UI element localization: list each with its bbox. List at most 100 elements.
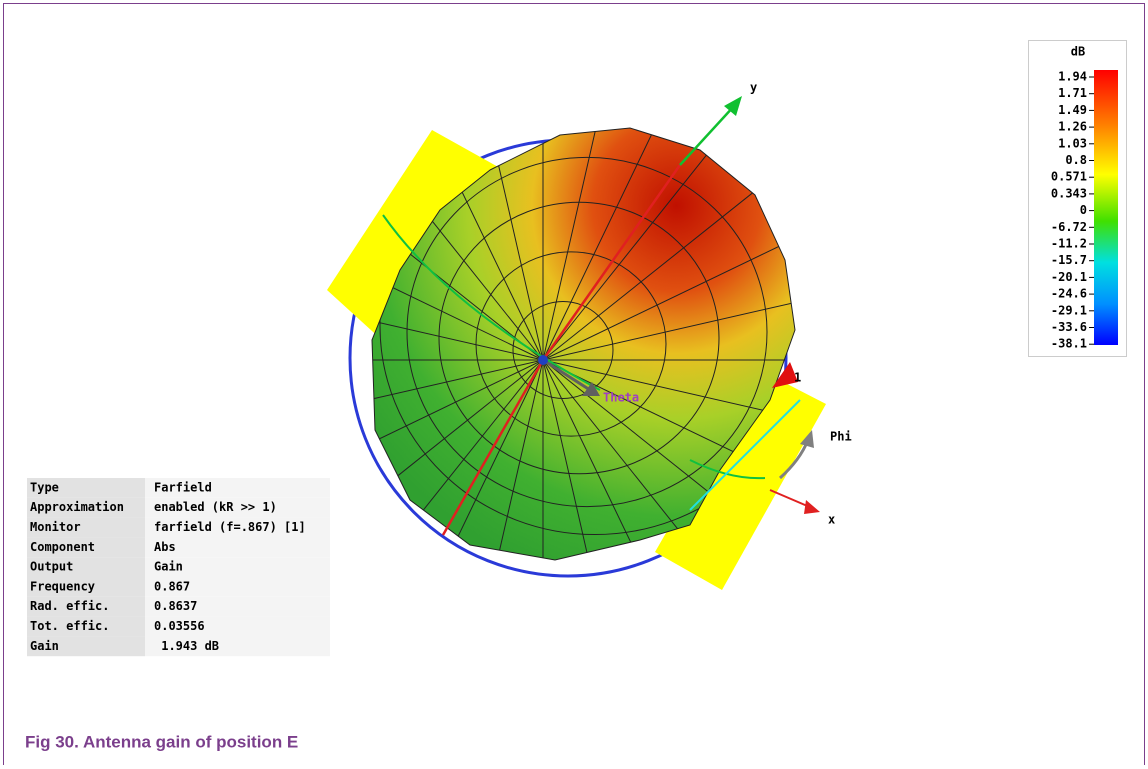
origin bbox=[538, 355, 548, 365]
label-cell bbox=[27, 517, 145, 538]
mesh-ring bbox=[406, 156, 768, 508]
value-cell bbox=[145, 517, 330, 538]
mesh-line bbox=[372, 270, 544, 361]
marker-label: 1 bbox=[794, 371, 801, 385]
mesh-line bbox=[542, 128, 793, 361]
mesh-line bbox=[542, 128, 633, 361]
colorbar-tick-label: -11.2 bbox=[1051, 237, 1087, 251]
label: Frequency bbox=[30, 579, 95, 593]
label: Tot. effic. bbox=[30, 619, 109, 633]
colorbar-tick-label: 0.571 bbox=[1051, 170, 1087, 184]
y-axis bbox=[679, 104, 736, 166]
value-cell bbox=[145, 557, 330, 577]
mesh-ring bbox=[379, 128, 795, 536]
arrow bbox=[582, 382, 600, 396]
label: Type bbox=[30, 480, 59, 494]
colorbar-tick-label: -24.6 bbox=[1051, 287, 1087, 301]
colorbar-tick-label: 1.03 bbox=[1058, 136, 1087, 150]
colorbar-title: dB bbox=[1071, 45, 1085, 59]
colorbar-tick-label: -29.1 bbox=[1051, 303, 1087, 317]
phi-line bbox=[689, 399, 801, 511]
value-cell bbox=[145, 596, 330, 617]
colorbar bbox=[1094, 70, 1118, 345]
axis-line bbox=[541, 164, 682, 361]
value-cell bbox=[145, 478, 330, 498]
label-cell bbox=[27, 636, 145, 657]
label-cell bbox=[27, 537, 145, 558]
theta-arrow bbox=[542, 358, 591, 392]
colorbar-ticks: 1.94 1.71 1.49 1.26 1.03 0.8 0.571 0.343 0 -6.72 -… bbox=[1051, 70, 1094, 351]
label: Approximation bbox=[30, 500, 124, 514]
label-cell bbox=[27, 557, 145, 577]
value: 1.943 dB bbox=[154, 639, 219, 653]
axis-line bbox=[441, 359, 545, 536]
mesh-ring bbox=[512, 301, 614, 399]
label-cell bbox=[27, 616, 145, 637]
arrow bbox=[804, 500, 820, 514]
value: Gain bbox=[154, 560, 183, 574]
x-axis bbox=[769, 489, 813, 509]
mesh-line bbox=[542, 128, 795, 361]
label-cell bbox=[27, 478, 145, 498]
mesh-ring bbox=[438, 201, 720, 475]
info-table: Type Farfield Approximation enabled (kR >> … bbox=[27, 478, 330, 657]
label: Rad. effic. bbox=[30, 599, 109, 613]
colorbar-tick-label: 1.94 bbox=[1058, 70, 1087, 84]
value: 0.867 bbox=[154, 579, 190, 593]
label-cell bbox=[27, 596, 145, 617]
colorbar-tick-label: -15.7 bbox=[1051, 253, 1087, 267]
mesh-line bbox=[372, 185, 544, 361]
colorbar-tick-label: 1.71 bbox=[1058, 86, 1087, 100]
plane bbox=[655, 370, 826, 590]
label: Gain bbox=[30, 639, 59, 653]
value: Farfield bbox=[154, 480, 212, 494]
caption: Fig 30. Antenna gain of position E bbox=[25, 732, 298, 751]
colorbar-tick-label: -20.1 bbox=[1051, 270, 1087, 284]
value-cell bbox=[145, 497, 330, 518]
axis-label: Theta bbox=[603, 391, 639, 405]
value-cell bbox=[145, 537, 330, 558]
mesh-line bbox=[542, 359, 795, 560]
value-cell bbox=[145, 616, 330, 637]
label-cell bbox=[27, 497, 145, 518]
mesh-line bbox=[542, 128, 718, 361]
colorbar-tick-label: -6.72 bbox=[1051, 220, 1087, 234]
colorbar-tick-label: -33.6 bbox=[1051, 320, 1087, 334]
mesh-ring bbox=[475, 251, 667, 437]
value: 0.03556 bbox=[154, 619, 205, 633]
frame bbox=[3, 3, 1145, 769]
colorbar-tick-label: 0 bbox=[1080, 203, 1087, 217]
colorbar-tick-label: 0.8 bbox=[1065, 153, 1087, 167]
label: Component bbox=[30, 540, 95, 554]
mesh-line bbox=[542, 359, 795, 450]
value: farfield (f=.867) [1] bbox=[154, 520, 306, 534]
gain-lobe bbox=[371, 127, 796, 561]
mesh-line bbox=[542, 270, 795, 361]
colorbar-tick-label: 1.26 bbox=[1058, 120, 1087, 134]
value: 0.8637 bbox=[154, 599, 197, 613]
theta-arc bbox=[382, 214, 601, 391]
value: Abs bbox=[154, 540, 176, 554]
value-cell bbox=[145, 577, 330, 597]
mesh-line bbox=[542, 359, 793, 560]
colorbar-tick-label: 1.49 bbox=[1058, 103, 1087, 117]
axis-label: y bbox=[750, 81, 757, 95]
mesh-line bbox=[372, 359, 544, 535]
arrow bbox=[724, 96, 742, 116]
mesh-line bbox=[542, 185, 795, 361]
value-cell bbox=[145, 636, 330, 657]
label-cell bbox=[27, 577, 145, 597]
mesh-line bbox=[372, 359, 544, 450]
arrow bbox=[800, 430, 814, 448]
value: enabled (kR >> 1) bbox=[154, 500, 277, 514]
mesh-line bbox=[542, 359, 718, 560]
marker bbox=[772, 362, 798, 388]
axis-label: Phi bbox=[830, 430, 852, 444]
colorbar-tick-label: -38.1 bbox=[1051, 337, 1087, 351]
label: Monitor bbox=[30, 520, 81, 534]
axis-label: x bbox=[828, 513, 835, 527]
plane bbox=[327, 130, 500, 352]
phi-arc bbox=[689, 459, 766, 480]
